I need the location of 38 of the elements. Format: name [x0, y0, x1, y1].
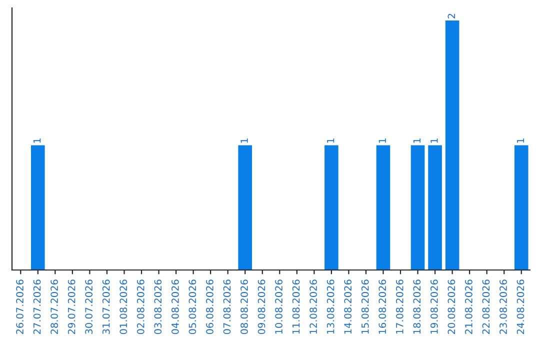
- x-tick-label: 12.08.2026: [310, 280, 317, 334]
- x-tick-label: 24.08.2026: [516, 280, 524, 334]
- x-tick-label: 10.08.2026: [275, 280, 282, 334]
- x-tick-label: 26.07.2026: [16, 280, 24, 334]
- x-tick-label: 08.08.2026: [240, 280, 248, 334]
- x-tick-label: 13.08.2026: [326, 280, 334, 334]
- x-tick-label: 15.08.2026: [361, 280, 369, 334]
- data-label: 1: [327, 138, 334, 143]
- x-tick-label: 06.08.2026: [206, 280, 214, 334]
- x-tick-label: 04.08.2026: [172, 280, 179, 334]
- x-tick-label: 22.08.2026: [482, 280, 490, 334]
- x-tick-label: 28.07.2026: [50, 280, 58, 334]
- data-label: 1: [240, 138, 248, 143]
- x-tick-label: 17.08.2026: [396, 280, 404, 334]
- x-tick-label: 19.08.2026: [430, 280, 438, 334]
- x-tick-label: 11.08.2026: [292, 280, 300, 334]
- x-tick-label: 30.07.2026: [85, 280, 93, 334]
- data-label: 2: [448, 14, 455, 18]
- x-tick-label: 18.08.2026: [413, 280, 421, 334]
- x-tick-label: 31.07.2026: [102, 280, 110, 334]
- x-tick-label: 29.07.2026: [68, 280, 76, 334]
- x-tick-label: 03.08.2026: [154, 280, 162, 334]
- x-tick-label: 23.08.2026: [500, 280, 507, 334]
- data-label: 1: [33, 138, 41, 143]
- x-tick-label: 05.08.2026: [188, 280, 196, 334]
- data-label: 1: [516, 138, 524, 143]
- x-tick-label: 20.08.2026: [448, 280, 456, 334]
- x-tick-label: 01.08.2026: [120, 280, 128, 334]
- data-label: 1: [430, 138, 438, 143]
- x-tick-label: 27.07.2026: [33, 280, 41, 334]
- x-tick-label: 02.08.2026: [136, 280, 144, 334]
- x-tick-label: 14.08.2026: [344, 280, 352, 334]
- data-label: 1: [378, 138, 386, 143]
- x-tick-label: 16.08.2026: [378, 280, 386, 334]
- x-tick-label: 21.08.2026: [465, 280, 472, 334]
- data-label: 1: [413, 138, 420, 143]
- x-tick-label: 09.08.2026: [258, 280, 266, 334]
- x-tick-label: 07.08.2026: [223, 280, 231, 334]
